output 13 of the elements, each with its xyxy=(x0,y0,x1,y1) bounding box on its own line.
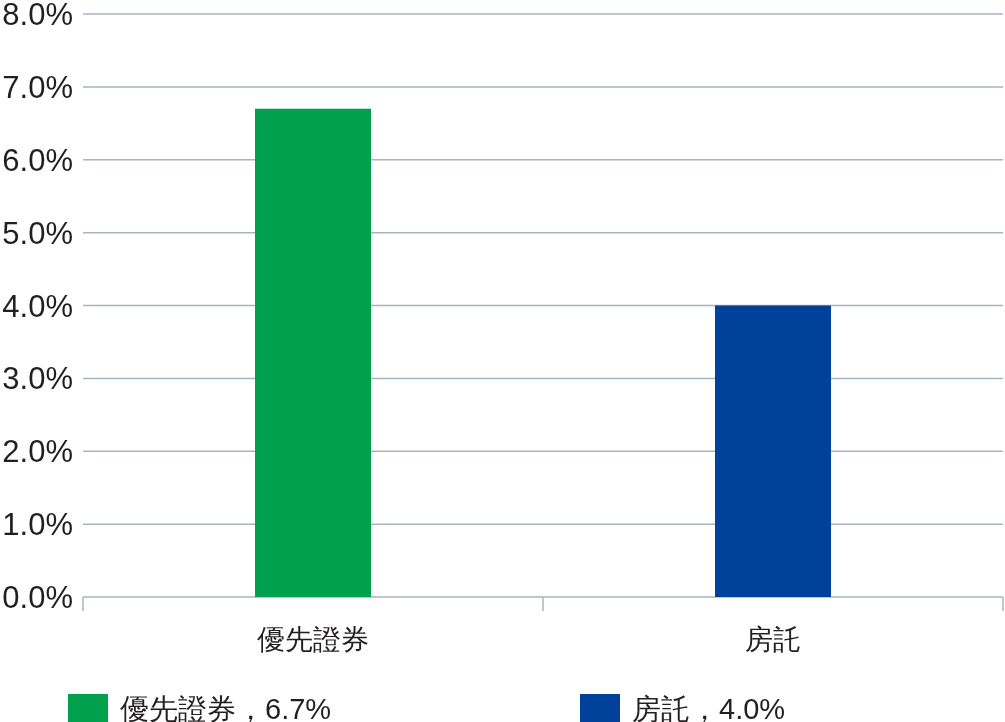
legend-label: 房託，4.0% xyxy=(632,693,786,722)
x-tick-label: 優先證券 xyxy=(257,624,369,655)
legend-label: 優先證券，6.7% xyxy=(120,693,332,722)
y-tick-label: 0.0% xyxy=(2,580,73,615)
y-tick-label: 3.0% xyxy=(2,361,73,397)
y-tick-label: 6.0% xyxy=(2,142,73,178)
y-tick-label: 7.0% xyxy=(2,69,73,105)
x-tick-label: 房託 xyxy=(745,624,801,655)
y-tick-label: 1.0% xyxy=(2,507,73,543)
y-tick-label: 2.0% xyxy=(2,434,73,470)
y-tick-label: 5.0% xyxy=(2,215,73,251)
y-tick-label: 4.0% xyxy=(2,288,73,324)
y-tick-label: 8.0% xyxy=(2,0,73,32)
